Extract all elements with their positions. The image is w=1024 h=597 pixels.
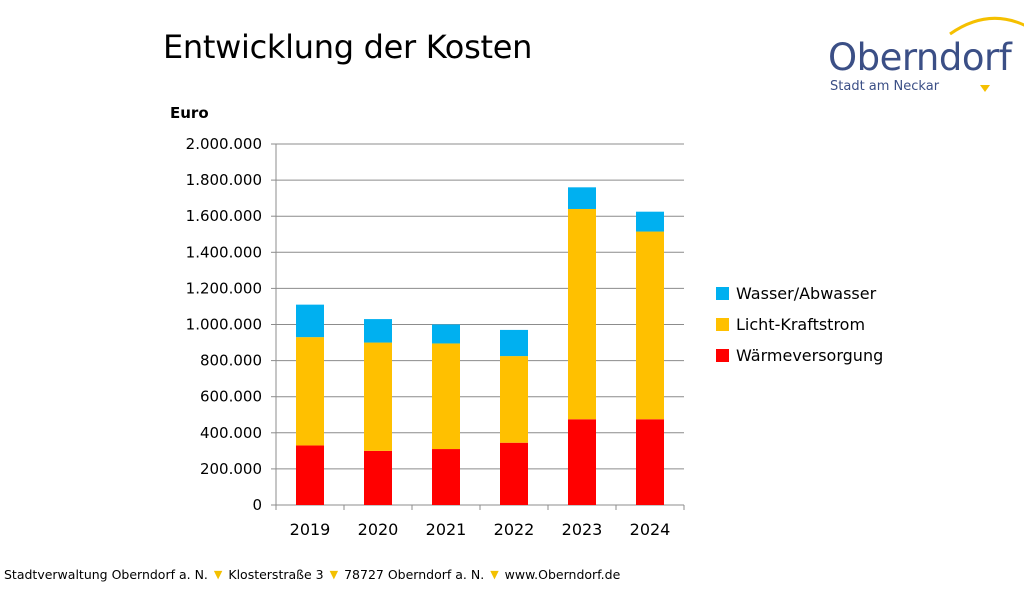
triangle-down-icon: ▼ xyxy=(329,568,339,581)
y-tick-label: 2.000.000 xyxy=(186,135,262,153)
footer-website[interactable]: www.Oberndorf.de xyxy=(504,567,621,582)
legend-swatch-waermeversorgung xyxy=(716,349,729,362)
x-tick-label: 2021 xyxy=(426,520,467,539)
bar-waermeversorgung-2023 xyxy=(568,419,596,505)
x-tick-label: 2020 xyxy=(358,520,399,539)
y-tick-label: 200.000 xyxy=(200,460,262,478)
bar-waermeversorgung-2021 xyxy=(432,449,460,505)
bar-licht-kraftstrom-2023 xyxy=(568,208,596,420)
legend-item-waermeversorgung: Wärmeversorgung xyxy=(716,340,883,371)
triangle-down-icon: ▼ xyxy=(490,568,499,581)
logo-subtitle: Stadt am Neckar xyxy=(830,79,940,94)
y-tick-label: 1.400.000 xyxy=(186,243,262,261)
bar-licht-kraftstrom-2024 xyxy=(636,231,664,420)
legend-item-licht-kraftstrom: Licht-Kraftstrom xyxy=(716,309,883,340)
oberndorf-logo: Oberndorf Stadt am Neckar xyxy=(822,8,1024,100)
bar-waermeversorgung-2024 xyxy=(636,419,664,505)
bar-licht-kraftstrom-2019 xyxy=(296,337,324,446)
y-tick-label: 1.800.000 xyxy=(186,171,262,189)
x-tick-label: 2019 xyxy=(290,520,331,539)
x-tick-label: 2022 xyxy=(494,520,535,539)
legend-swatch-wasser-abwasser xyxy=(716,287,729,300)
bar-wasser-abwasser-2022 xyxy=(500,329,528,357)
x-tick-label: 2023 xyxy=(562,520,603,539)
y-tick-label: 1.600.000 xyxy=(186,207,262,225)
sun-arc-icon xyxy=(949,16,1024,92)
triangle-down-icon: ▼ xyxy=(213,568,223,581)
footer: Stadtverwaltung Oberndorf a. N. ▼ Kloste… xyxy=(4,567,620,582)
bar-wasser-abwasser-2019 xyxy=(296,304,324,338)
bar-licht-kraftstrom-2022 xyxy=(500,356,528,443)
legend-label-licht-kraftstrom: Licht-Kraftstrom xyxy=(736,315,866,334)
legend-label-wasser-abwasser: Wasser/Abwasser xyxy=(736,284,877,303)
y-axis-unit-label: Euro xyxy=(170,104,209,122)
x-tick-label: 2024 xyxy=(630,520,671,539)
slide-title: Entwicklung der Kosten xyxy=(163,28,533,66)
footer-organization: Stadtverwaltung Oberndorf a. N. xyxy=(4,567,208,582)
bar-waermeversorgung-2019 xyxy=(296,445,324,505)
y-tick-label: 1.200.000 xyxy=(186,279,262,297)
bar-wasser-abwasser-2023 xyxy=(568,187,596,209)
y-tick-label: 400.000 xyxy=(200,424,262,442)
footer-street: Klosterstraße 3 xyxy=(228,567,324,582)
chart-legend: Wasser/Abwasser Licht-Kraftstrom Wärmeve… xyxy=(716,278,883,371)
logo-name: Oberndorf xyxy=(828,36,1012,79)
legend-swatch-licht-kraftstrom xyxy=(716,318,729,331)
y-tick-label: 1.000.000 xyxy=(186,316,262,334)
bar-waermeversorgung-2022 xyxy=(500,442,528,505)
y-tick-label: 600.000 xyxy=(200,388,262,406)
legend-item-wasser-abwasser: Wasser/Abwasser xyxy=(716,278,883,309)
bar-wasser-abwasser-2020 xyxy=(364,319,392,343)
footer-city: 78727 Oberndorf a. N. xyxy=(344,567,485,582)
bar-wasser-abwasser-2021 xyxy=(432,324,460,344)
y-tick-label: 800.000 xyxy=(200,352,262,370)
legend-label-waermeversorgung: Wärmeversorgung xyxy=(736,346,884,365)
bar-licht-kraftstrom-2021 xyxy=(432,343,460,450)
bar-licht-kraftstrom-2020 xyxy=(364,342,392,451)
bar-wasser-abwasser-2024 xyxy=(636,211,664,232)
bar-waermeversorgung-2020 xyxy=(364,450,392,505)
y-tick-label: 0 xyxy=(252,496,262,514)
